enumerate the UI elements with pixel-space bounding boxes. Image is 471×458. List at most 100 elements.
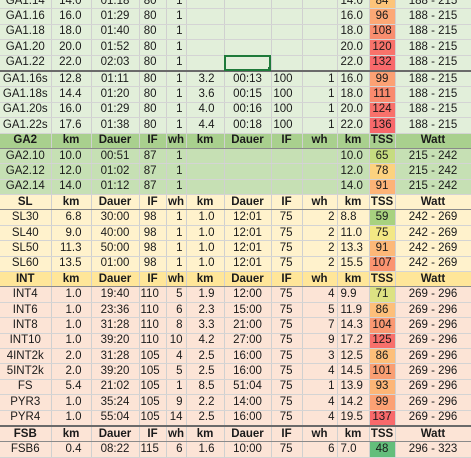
cell-wh2[interactable]: 2: [302, 225, 338, 242]
cell-km2[interactable]: [186, 39, 225, 56]
cell-if1[interactable]: 80: [139, 0, 167, 10]
cell-name[interactable]: GA1.22s: [0, 117, 52, 134]
cell-wh1[interactable]: 1: [166, 148, 187, 165]
cell-name[interactable]: GA1.16: [0, 8, 52, 25]
cell-dauer1[interactable]: 01:20: [91, 86, 140, 103]
cell-km2[interactable]: [186, 163, 225, 180]
cell-wh1[interactable]: 5: [166, 363, 187, 380]
cell-wh2[interactable]: 1: [302, 102, 338, 119]
cell-tss[interactable]: 99: [369, 70, 396, 88]
cell-wh2[interactable]: [302, 55, 338, 72]
cell-dauer2[interactable]: 00:18: [224, 117, 272, 134]
cell-wh1[interactable]: 1: [166, 117, 187, 134]
cell-if2[interactable]: 75: [271, 317, 303, 334]
cell-dauer2[interactable]: 12:01: [224, 240, 272, 257]
cell-name[interactable]: INT8: [0, 317, 52, 334]
cell-dauer2[interactable]: [224, 39, 272, 56]
cell-km-total[interactable]: 20.0: [337, 39, 370, 56]
cell-watt[interactable]: 269 - 296: [395, 286, 471, 303]
ga2-header-km1[interactable]: km: [51, 132, 92, 149]
cell-watt[interactable]: 188 - 215: [395, 24, 471, 41]
cell-km1[interactable]: 1.0: [51, 333, 92, 349]
cell-tss[interactable]: 125: [369, 333, 396, 349]
cell-wh2[interactable]: [302, 163, 338, 180]
int-header-tss[interactable]: TSS: [369, 271, 396, 288]
cell-dauer2[interactable]: 12:01: [224, 225, 272, 242]
cell-wh2[interactable]: 9: [302, 333, 338, 349]
cell-dauer2[interactable]: 00:15: [224, 86, 272, 103]
cell-if1[interactable]: 80: [139, 117, 167, 134]
cell-wh1[interactable]: 1: [166, 55, 187, 72]
cell-if2[interactable]: 75: [271, 209, 303, 226]
cell-wh2[interactable]: 7: [302, 317, 338, 334]
cell-dauer2[interactable]: 16:00: [224, 348, 272, 365]
cell-wh1[interactable]: 1: [166, 256, 187, 273]
cell-km-total[interactable]: 14.5: [337, 363, 370, 380]
int-header-name[interactable]: INT: [0, 271, 52, 288]
cell-dauer1[interactable]: 01:02: [91, 163, 140, 180]
cell-km-total[interactable]: 19.5: [337, 410, 370, 427]
cell-name[interactable]: GA1.20: [0, 39, 52, 56]
cell-wh2[interactable]: [302, 148, 338, 165]
cell-km2[interactable]: 8.5: [186, 379, 225, 396]
fsb-header-if1[interactable]: IF: [139, 425, 167, 443]
cell-dauer1[interactable]: 31:28: [91, 348, 140, 365]
cell-name[interactable]: 5INT2k: [0, 363, 52, 380]
cell-wh1[interactable]: 1: [166, 8, 187, 25]
cell-watt[interactable]: 215 - 242: [395, 148, 471, 165]
cell-dauer1[interactable]: 01:11: [91, 70, 140, 88]
cell-name[interactable]: SL50: [0, 240, 52, 257]
cell-tss[interactable]: 86: [369, 348, 396, 365]
cell-watt[interactable]: 188 - 215: [395, 117, 471, 134]
cell-km2[interactable]: 3.2: [186, 70, 225, 88]
cell-dauer1[interactable]: 21:02: [91, 379, 140, 396]
cell-dauer1[interactable]: 02:03: [91, 55, 140, 72]
cell-km2[interactable]: 3.3: [186, 317, 225, 334]
cell-km1[interactable]: 14.0: [51, 179, 92, 196]
cell-tss[interactable]: 84: [369, 0, 396, 10]
cell-watt[interactable]: 215 - 242: [395, 163, 471, 180]
cell-km-total[interactable]: 22.0: [337, 117, 370, 134]
cell-watt[interactable]: 269 - 296: [395, 348, 471, 365]
cell-tss[interactable]: 91: [369, 179, 396, 196]
fsb-header-wh1[interactable]: wh: [166, 425, 187, 443]
sl-header-watt[interactable]: Watt: [395, 194, 471, 211]
cell-km-total[interactable]: 18.0: [337, 86, 370, 103]
int-header-km1[interactable]: km: [51, 271, 92, 288]
cell-km1[interactable]: 11.3: [51, 240, 92, 257]
cell-wh2[interactable]: 1: [302, 86, 338, 103]
cell-if2[interactable]: [271, 148, 303, 165]
cell-tss[interactable]: 107: [369, 256, 396, 273]
cell-km-total[interactable]: 16.0: [337, 8, 370, 25]
cell-wh2[interactable]: 1: [302, 117, 338, 134]
cell-if1[interactable]: 105: [139, 348, 167, 365]
cell-if2[interactable]: 75: [271, 240, 303, 257]
cell-wh2[interactable]: 4: [302, 394, 338, 411]
cell-km-total[interactable]: 11.9: [337, 302, 370, 319]
ga2-header-km2[interactable]: km: [186, 132, 225, 149]
cell-dauer1[interactable]: 01:18: [91, 0, 140, 10]
cell-tss[interactable]: 136: [369, 117, 396, 134]
cell-km2[interactable]: 1.0: [186, 225, 225, 242]
ga2-header-if1[interactable]: IF: [139, 132, 167, 149]
sl-header-name[interactable]: SL: [0, 194, 52, 211]
cell-name[interactable]: GA1.20s: [0, 102, 52, 119]
cell-km1[interactable]: 12.0: [51, 163, 92, 180]
cell-name[interactable]: FS: [0, 379, 52, 396]
cell-name[interactable]: SL60: [0, 256, 52, 273]
cell-km-total[interactable]: 12.5: [337, 348, 370, 365]
cell-watt[interactable]: 269 - 296: [395, 333, 471, 349]
fsb-header-km2[interactable]: km: [186, 425, 225, 443]
cell-km1[interactable]: 1.0: [51, 286, 92, 303]
ga2-header-dauer1[interactable]: Dauer: [91, 132, 140, 149]
cell-if1[interactable]: 105: [139, 379, 167, 396]
cell-wh1[interactable]: 1: [166, 163, 187, 180]
cell-km-total[interactable]: 22.0: [337, 55, 370, 72]
cell-dauer1[interactable]: 01:29: [91, 8, 140, 25]
cell-dauer2[interactable]: 12:01: [224, 209, 272, 226]
cell-km2[interactable]: [186, 0, 225, 10]
cell-km1[interactable]: 1.0: [51, 302, 92, 319]
sl-header-tss[interactable]: TSS: [369, 194, 396, 211]
cell-if1[interactable]: 87: [139, 163, 167, 180]
cell-tss[interactable]: 75: [369, 225, 396, 242]
